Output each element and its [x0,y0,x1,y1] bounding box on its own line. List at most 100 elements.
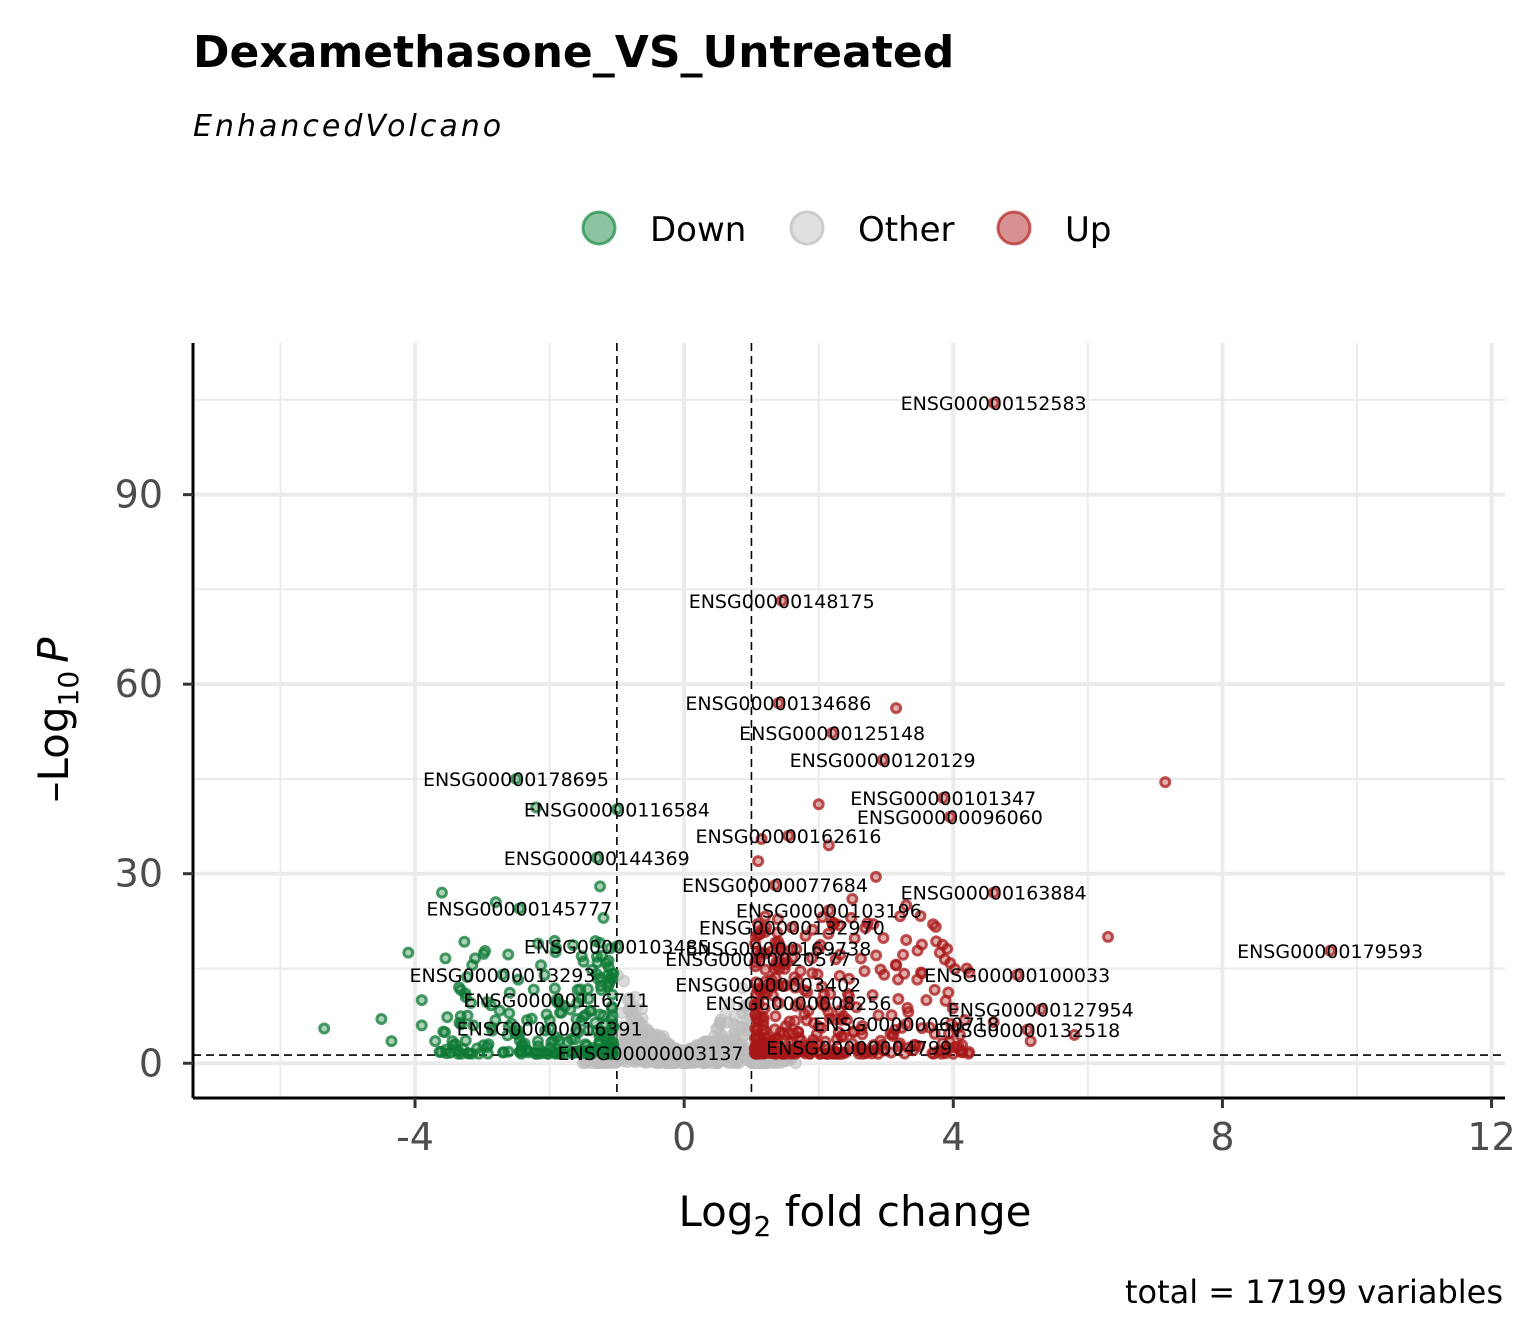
point-down [571,983,584,996]
point-down [551,1047,564,1060]
point-up [769,1047,782,1060]
point-other [674,1044,688,1057]
point-down [502,948,515,961]
x-tick-label: 0 [672,1115,696,1159]
x-axis-title-main: Log [679,1187,754,1236]
point-down-labeled [496,968,509,981]
point-down [439,952,452,965]
gene-label: ENSG00000152583 [901,393,1087,415]
point-down [503,986,516,999]
y-tick-label: 0 [139,1041,163,1085]
x-tick-label: 12 [1467,1115,1515,1159]
point-down [561,1035,574,1048]
point-down [567,939,580,952]
point-up [878,968,891,981]
point-up [822,839,835,852]
point-up [812,798,825,811]
point-down [553,1006,566,1019]
y-axis-title-sub: 10 [52,671,85,707]
point-up [748,998,761,1011]
point-up [794,965,807,978]
point-up [781,1026,794,1039]
point-up [755,832,768,845]
point-up [770,959,783,972]
point-up [808,1017,821,1030]
point-down [434,1046,447,1059]
point-up [856,1028,869,1041]
point-up-labeled [762,978,775,991]
point-down [530,801,543,814]
point-up-labeled [1021,1023,1034,1036]
point-down [595,983,608,996]
point-down [477,1039,490,1052]
point-up [789,981,802,994]
point-down [548,982,561,995]
point-up-labeled [937,791,950,804]
grid-lines [193,343,1505,1098]
point-up [894,910,907,923]
point-other [621,1055,635,1069]
point-down [527,983,540,996]
point-down [484,999,497,1012]
point-down [607,967,620,980]
point-other [661,1041,675,1054]
point-down [449,1038,462,1051]
point-up [752,855,765,868]
point-down [566,1047,579,1060]
point-up [1159,776,1172,789]
point-up-labeled [943,810,956,823]
point-down [458,935,471,948]
point-down [509,1027,522,1040]
gene-label: ENSG00000132518 [934,1020,1120,1042]
point-up [833,969,846,982]
point-other-labeled [644,1046,657,1060]
point-down [502,1045,515,1058]
point-down [606,988,619,1001]
point-up [911,944,924,957]
point-up-labeled [1324,944,1337,957]
point-up [816,911,829,924]
point-up [920,994,933,1007]
point-up [806,967,819,980]
point-up [939,1047,952,1060]
gene-label: ENSG00000120129 [790,750,976,772]
point-down [435,886,448,899]
point-down-labeled [509,772,522,785]
point-other [686,1048,700,1061]
point-up-labeled [987,397,1000,410]
point-down [532,1040,545,1053]
point-up [751,917,764,930]
point-down [489,896,502,909]
point-down [402,946,415,959]
point-up [785,1036,798,1049]
x-tick-label: -4 [396,1115,434,1159]
gene-label: ENSG00000169738 [685,938,871,960]
gene-label: ENSG00000020577 [665,949,851,971]
point-up [876,1039,889,1052]
point-down [589,1016,602,1029]
point-up [962,1047,975,1060]
point-up [987,1016,1000,1029]
point-up-labeled [775,594,788,607]
point-up [846,892,859,905]
point-down [318,1022,331,1035]
point-down [597,911,610,924]
point-down [461,971,474,984]
point-up [927,918,940,931]
point-down-labeled [550,994,563,1007]
x-axis-title-sub: 2 [754,1210,772,1243]
point-other [715,1030,729,1044]
gene-label: ENSG00000004799 [766,1037,952,1059]
point-up [845,911,858,924]
point-up-labeled [752,953,765,966]
point-up [949,1041,962,1054]
gene-label: ENSG00000003137 [558,1043,744,1065]
point-up-labeled [987,886,1000,899]
point-up [930,935,943,948]
gene-label: ENSG00000132970 [699,917,885,939]
point-down [437,1025,450,1038]
point-down [584,1004,597,1017]
point-up [799,1047,812,1060]
point-down [532,937,545,950]
